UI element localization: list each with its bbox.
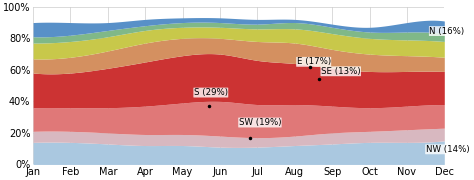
Text: SE (13%): SE (13%): [321, 67, 361, 76]
Text: NW (14%): NW (14%): [426, 145, 469, 154]
Text: N (16%): N (16%): [429, 27, 465, 36]
Text: E (17%): E (17%): [297, 57, 331, 66]
Text: SW (19%): SW (19%): [239, 118, 281, 127]
Text: S (29%): S (29%): [194, 88, 228, 97]
